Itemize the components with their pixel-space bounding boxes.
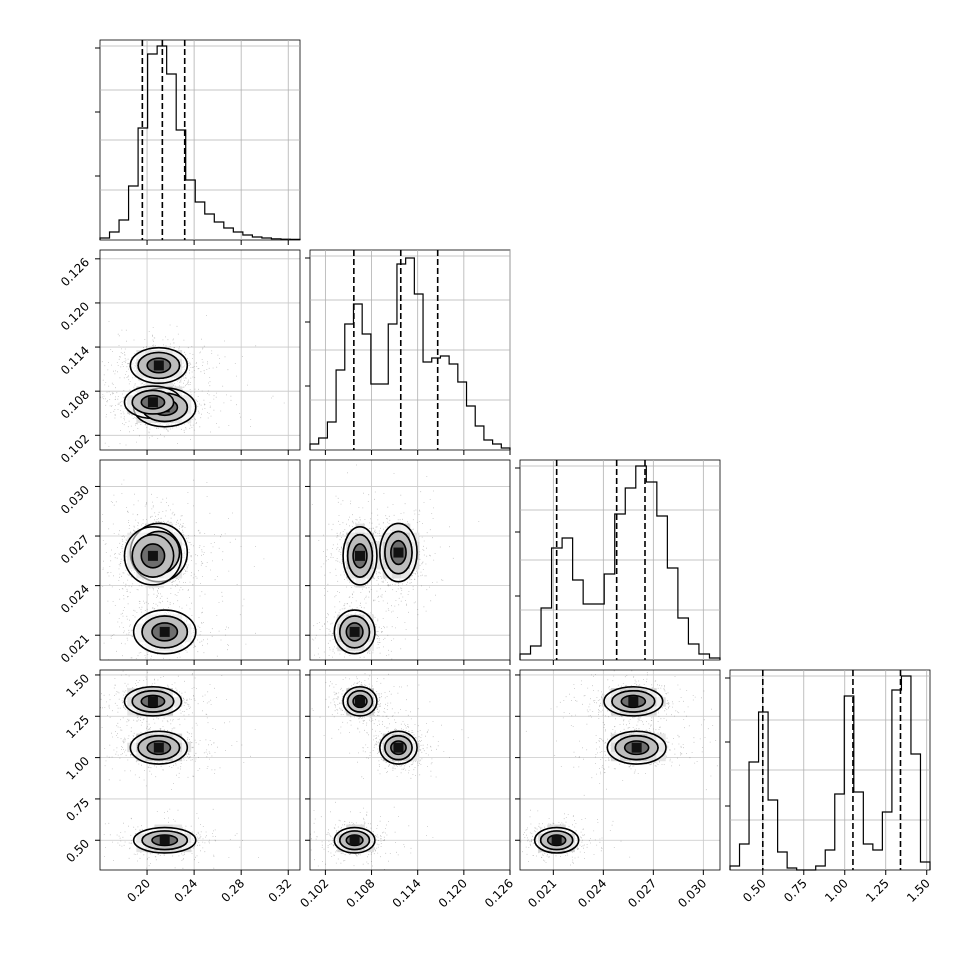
x-tick-label: 0.024 (575, 876, 609, 910)
panel-frame (99, 669, 301, 871)
density-peak (159, 835, 170, 846)
density-peak (349, 626, 360, 637)
y-tick-label: 0.108 (58, 387, 92, 421)
density-peak (153, 360, 164, 371)
x-tick-label: 1.50 (904, 876, 933, 905)
density-peak (355, 550, 365, 561)
panel-frame (99, 459, 301, 661)
density-peak (147, 550, 158, 561)
x-tick-label: 0.114 (390, 876, 424, 910)
y-tick-label: 1.50 (63, 671, 92, 700)
x-tick-label: 0.126 (482, 876, 516, 910)
density-peak (153, 742, 164, 753)
panel-frame (309, 669, 511, 871)
histogram-step (729, 675, 931, 871)
y-tick-label: 0.114 (58, 343, 92, 377)
hist-panel (515, 459, 721, 665)
y-tick-label: 0.120 (58, 299, 92, 333)
scatter-panel (305, 669, 511, 875)
scatter-panel (515, 669, 721, 875)
histogram-step (99, 45, 301, 240)
y-tick-label: 0.027 (58, 532, 92, 566)
scatter-panel: 0.102 0.108 0.114 0.120 0.126 (58, 249, 301, 466)
density-peak (159, 626, 170, 637)
density-peak (349, 835, 360, 846)
x-tick-label: 0.50 (740, 876, 769, 905)
y-tick-label: 0.50 (63, 836, 92, 865)
density-peak (147, 397, 158, 408)
panel-frame (99, 249, 301, 451)
y-tick-label: 0.021 (58, 631, 92, 665)
x-tick-label: 0.28 (219, 876, 248, 905)
density-peak (551, 835, 562, 846)
density-cell (373, 541, 384, 552)
density-peak (393, 547, 404, 558)
density-peak (628, 696, 639, 707)
x-tick-label: 0.75 (781, 876, 810, 905)
y-tick-label: 1.00 (63, 754, 92, 783)
scatter-panel: 0.50 0.75 1.00 1.25 1.50 (63, 669, 301, 875)
histogram-step (309, 257, 511, 450)
density-peak (355, 696, 365, 707)
y-tick-label: 1.25 (63, 713, 92, 742)
y-tick-label: 0.024 (58, 582, 92, 616)
density-peak (393, 742, 404, 753)
scatter-panel: 0.021 0.024 0.027 0.030 (58, 459, 301, 666)
y-tick-label: 0.102 (58, 432, 92, 466)
x-tick-label: 1.25 (863, 876, 892, 905)
hist-panel (305, 249, 511, 455)
density-peak (631, 742, 642, 753)
density-cell (373, 560, 384, 570)
panel-frame (309, 459, 511, 661)
x-tick-label: 0.102 (297, 876, 331, 910)
x-tick-label: 0.021 (525, 876, 559, 910)
hist-panel (95, 39, 301, 245)
x-tick-label: 0.20 (124, 876, 153, 905)
density-peak (147, 696, 158, 707)
x-tick-label: 0.120 (436, 876, 470, 910)
x-tick-label: 0.027 (625, 876, 659, 910)
x-tick-label: 0.32 (266, 876, 295, 905)
x-tick-label: 0.030 (675, 876, 709, 910)
panel-frame (519, 669, 721, 871)
hist-panel (725, 669, 931, 875)
x-tick-label: 0.108 (343, 876, 377, 910)
scatter-points (100, 315, 285, 447)
y-tick-label: 0.030 (58, 483, 92, 517)
x-tick-label: 0.24 (171, 876, 200, 905)
y-tick-label: 0.75 (63, 795, 92, 824)
scatter-panel (305, 459, 511, 665)
y-tick-label: 0.126 (58, 255, 92, 289)
density-cell (373, 550, 384, 561)
x-tick-label: 1.00 (822, 876, 851, 905)
histogram-step (519, 465, 721, 660)
